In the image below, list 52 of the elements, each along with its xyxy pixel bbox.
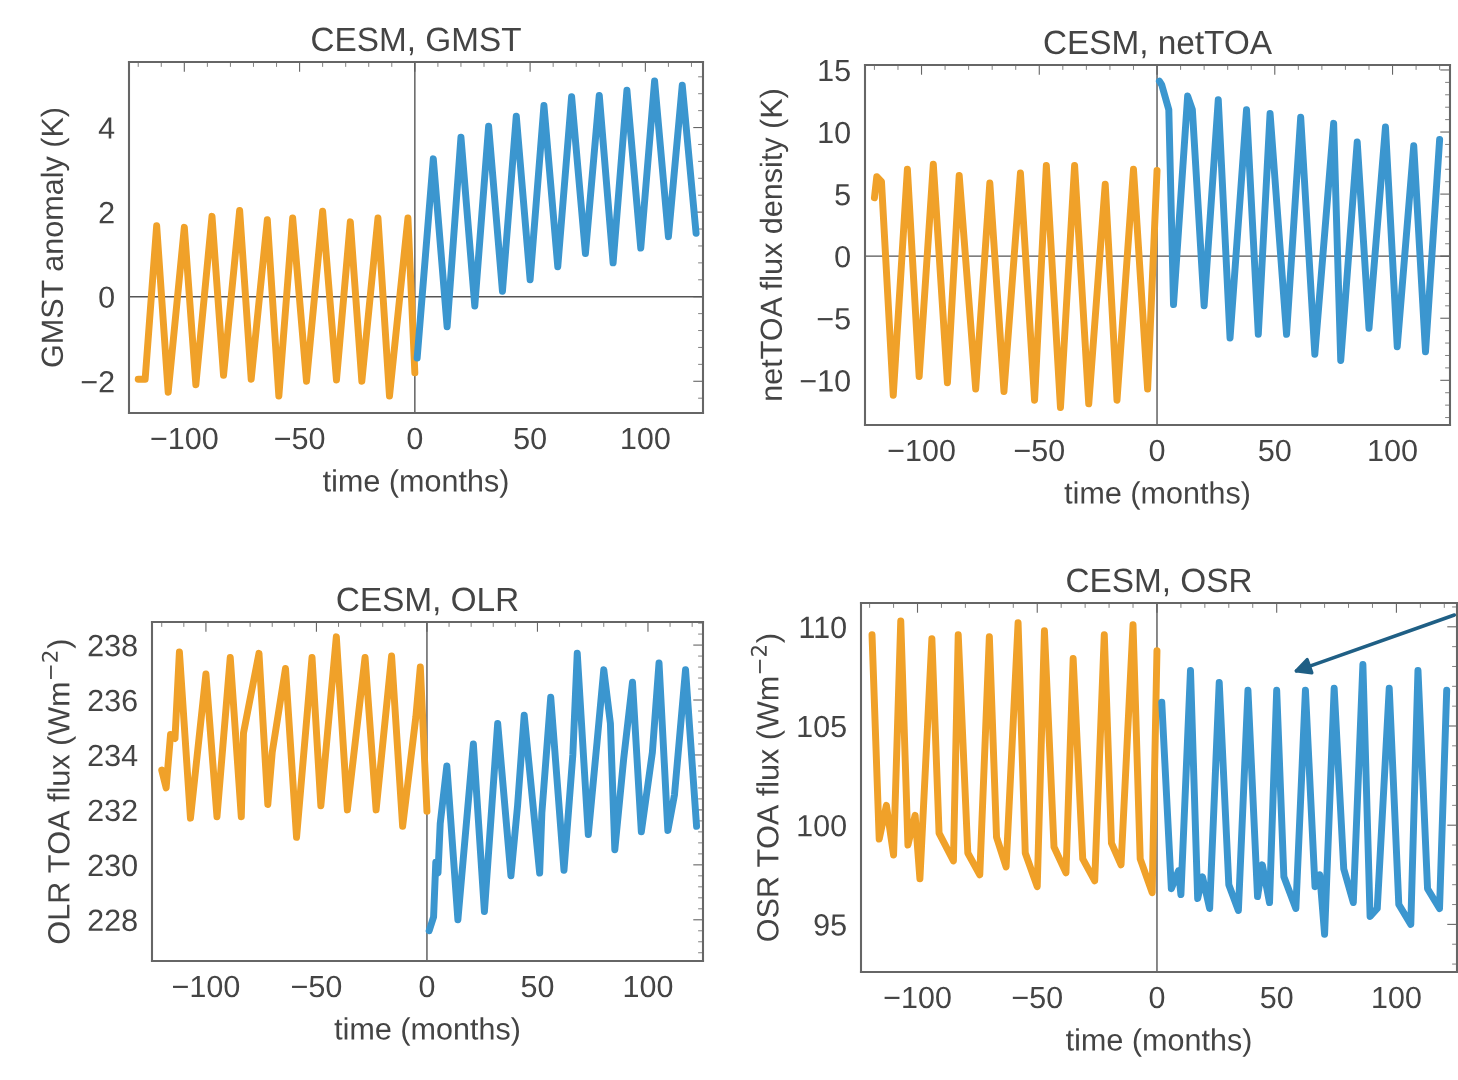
y-tick-label: 4 <box>98 117 115 139</box>
y-tick-label: −2 <box>81 371 114 393</box>
y-tick-label: −10 <box>800 370 850 392</box>
x-tick-label: 0 <box>1149 439 1165 462</box>
x-tick-label: −100 <box>173 975 240 998</box>
y-tick-label: 105 <box>798 715 846 738</box>
y-tick-label: 5 <box>835 184 850 206</box>
x-tick-label: −50 <box>1012 986 1062 1009</box>
x-tick-label: 100 <box>624 975 673 998</box>
y-tick-label: 0 <box>835 245 850 268</box>
x-tick-label: −100 <box>884 986 951 1009</box>
y-tick-label: 2 <box>99 201 114 224</box>
x-tick-label: 0 <box>1149 986 1165 1009</box>
x-axis-title: time (months) <box>1064 481 1249 510</box>
x-tick-label: 50 <box>1259 439 1291 462</box>
y-tick-label: 238 <box>88 634 137 657</box>
y-tick-label: 228 <box>88 909 137 932</box>
y-tick-label: 236 <box>88 689 137 712</box>
y-axis-title: OSR TOA flux (Wm$^{−2}$) <box>750 634 785 941</box>
x-tick-label: 100 <box>622 427 670 450</box>
x-tick-label: 0 <box>419 975 435 998</box>
x-tick-label: −50 <box>292 975 342 998</box>
y-axis-title: netTOA flux density (K) <box>759 90 789 400</box>
x-axis-title: time (months) <box>323 469 508 498</box>
chart-title: CESM, OLR <box>337 587 518 616</box>
x-tick-label: −50 <box>275 427 325 450</box>
chart-title: CESM, GMST <box>312 27 521 56</box>
x-tick-label: 50 <box>514 427 546 450</box>
y-tick-label: 100 <box>798 814 846 837</box>
x-tick-label: 50 <box>1260 986 1293 1009</box>
x-axis-title: time (months) <box>334 1017 519 1046</box>
x-tick-label: −50 <box>1014 439 1064 462</box>
x-axis-title: time (months) <box>1066 1028 1251 1057</box>
y-axis-title: GMST anomaly (K) <box>40 108 70 367</box>
y-axis-title: OLR TOA flux (Wm$^{−2}$) <box>41 640 76 944</box>
y-tick-label: −5 <box>817 308 850 330</box>
x-tick-label: 0 <box>407 427 423 450</box>
y-tick-label: 232 <box>88 799 137 822</box>
y-tick-label: 0 <box>99 286 114 309</box>
y-tick-label: 234 <box>88 744 138 767</box>
y-tick-label: 95 <box>814 914 846 936</box>
x-tick-label: 50 <box>521 975 554 998</box>
x-tick-label: 100 <box>1373 986 1421 1009</box>
y-tick-label: 15 <box>819 60 850 82</box>
y-tick-label: 230 <box>88 854 137 877</box>
y-tick-label: 110 <box>800 616 846 639</box>
y-tick-label: 10 <box>819 121 850 144</box>
chart-title: CESM, netTOA <box>1044 30 1272 59</box>
x-tick-label: −100 <box>888 439 955 462</box>
chart-title: CESM, OSR <box>1067 568 1251 597</box>
x-tick-label: 100 <box>1369 439 1417 462</box>
x-tick-label: −100 <box>151 427 218 450</box>
